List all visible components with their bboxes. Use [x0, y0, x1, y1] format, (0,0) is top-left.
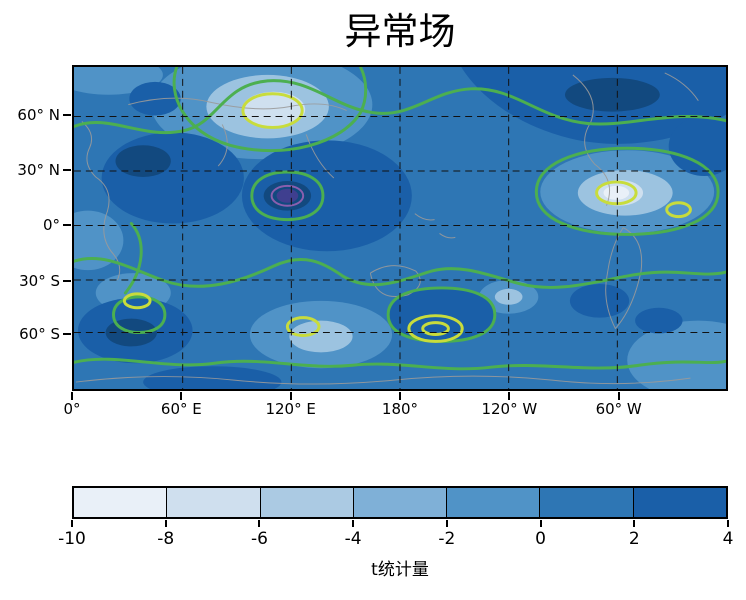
colorbar-tick-mark [164, 520, 167, 527]
x-tick-mark [289, 392, 292, 400]
x-tick-label: 120° E [265, 400, 316, 418]
gridlines-layer [74, 67, 726, 389]
shade-level-max [105, 77, 660, 347]
colorbar-segment [633, 488, 726, 517]
x-tick-label: 60° E [160, 400, 202, 418]
yellow-contours-layer [122, 92, 692, 343]
extreme-spot [276, 188, 299, 203]
colorbar-tick-label: 0 [535, 529, 546, 549]
x-tick-mark [180, 392, 183, 400]
green-contours-layer [74, 67, 726, 371]
x-tick-mark [508, 392, 511, 400]
x-tick-mark [617, 392, 620, 400]
colorbar-segment [540, 488, 634, 517]
colorbar-tick-mark [727, 520, 729, 527]
colorbar-tick-mark [258, 520, 261, 527]
y-tick-label: 60° S [19, 324, 60, 343]
y-tick-mark [63, 169, 71, 172]
colorbar-tick-mark [71, 520, 73, 527]
colorbar-segment [260, 488, 354, 517]
colorbar-tick-mark [539, 520, 542, 527]
x-tick-mark [399, 392, 401, 400]
colorbar-segment [74, 488, 168, 517]
colorbar-tick-label: 2 [628, 529, 640, 549]
y-tick-mark [63, 224, 71, 227]
x-tick-label: 180° [381, 400, 419, 418]
colorbar-segment [167, 488, 261, 517]
colorbar-tick-label: -4 [344, 529, 362, 549]
y-tick-label: 60° N [17, 106, 60, 125]
colorbar-tick-label: -10 [58, 529, 86, 549]
colorbar-tick-label: -6 [250, 529, 268, 549]
y-tick-mark [63, 332, 71, 335]
x-tick-label: 120° W [481, 400, 538, 418]
colorbar-tick-mark [445, 520, 448, 527]
shade-level-neg10-neg8 [603, 185, 630, 200]
colorbar-segment [447, 488, 541, 517]
colorbar-tick-label: -2 [438, 529, 456, 549]
y-tick-mark [63, 114, 71, 117]
y-tick-label: 30° S [19, 271, 60, 290]
map-plot [72, 65, 728, 391]
x-tick-mark [71, 392, 73, 400]
colorbar-label: t统计量 [371, 560, 429, 580]
colorbar [72, 486, 728, 519]
coastlines-layer [75, 72, 699, 385]
colorbar-segment [353, 488, 448, 517]
colorbar-tick-label: 4 [722, 529, 734, 549]
colorbar-tick-mark [633, 520, 636, 527]
chart-title: 异常场 [344, 10, 456, 53]
contour-map-svg [74, 67, 726, 389]
y-tick-label: 30° N [17, 161, 60, 180]
colorbar-tick-label: -8 [157, 529, 175, 549]
colorbar-tick-mark [352, 520, 355, 527]
x-tick-label: 60° W [595, 400, 642, 418]
y-tick-label: 0° [42, 216, 60, 235]
purple-contour-ring [270, 184, 305, 207]
y-tick-mark [63, 279, 71, 282]
x-tick-label: 0° [63, 400, 81, 418]
